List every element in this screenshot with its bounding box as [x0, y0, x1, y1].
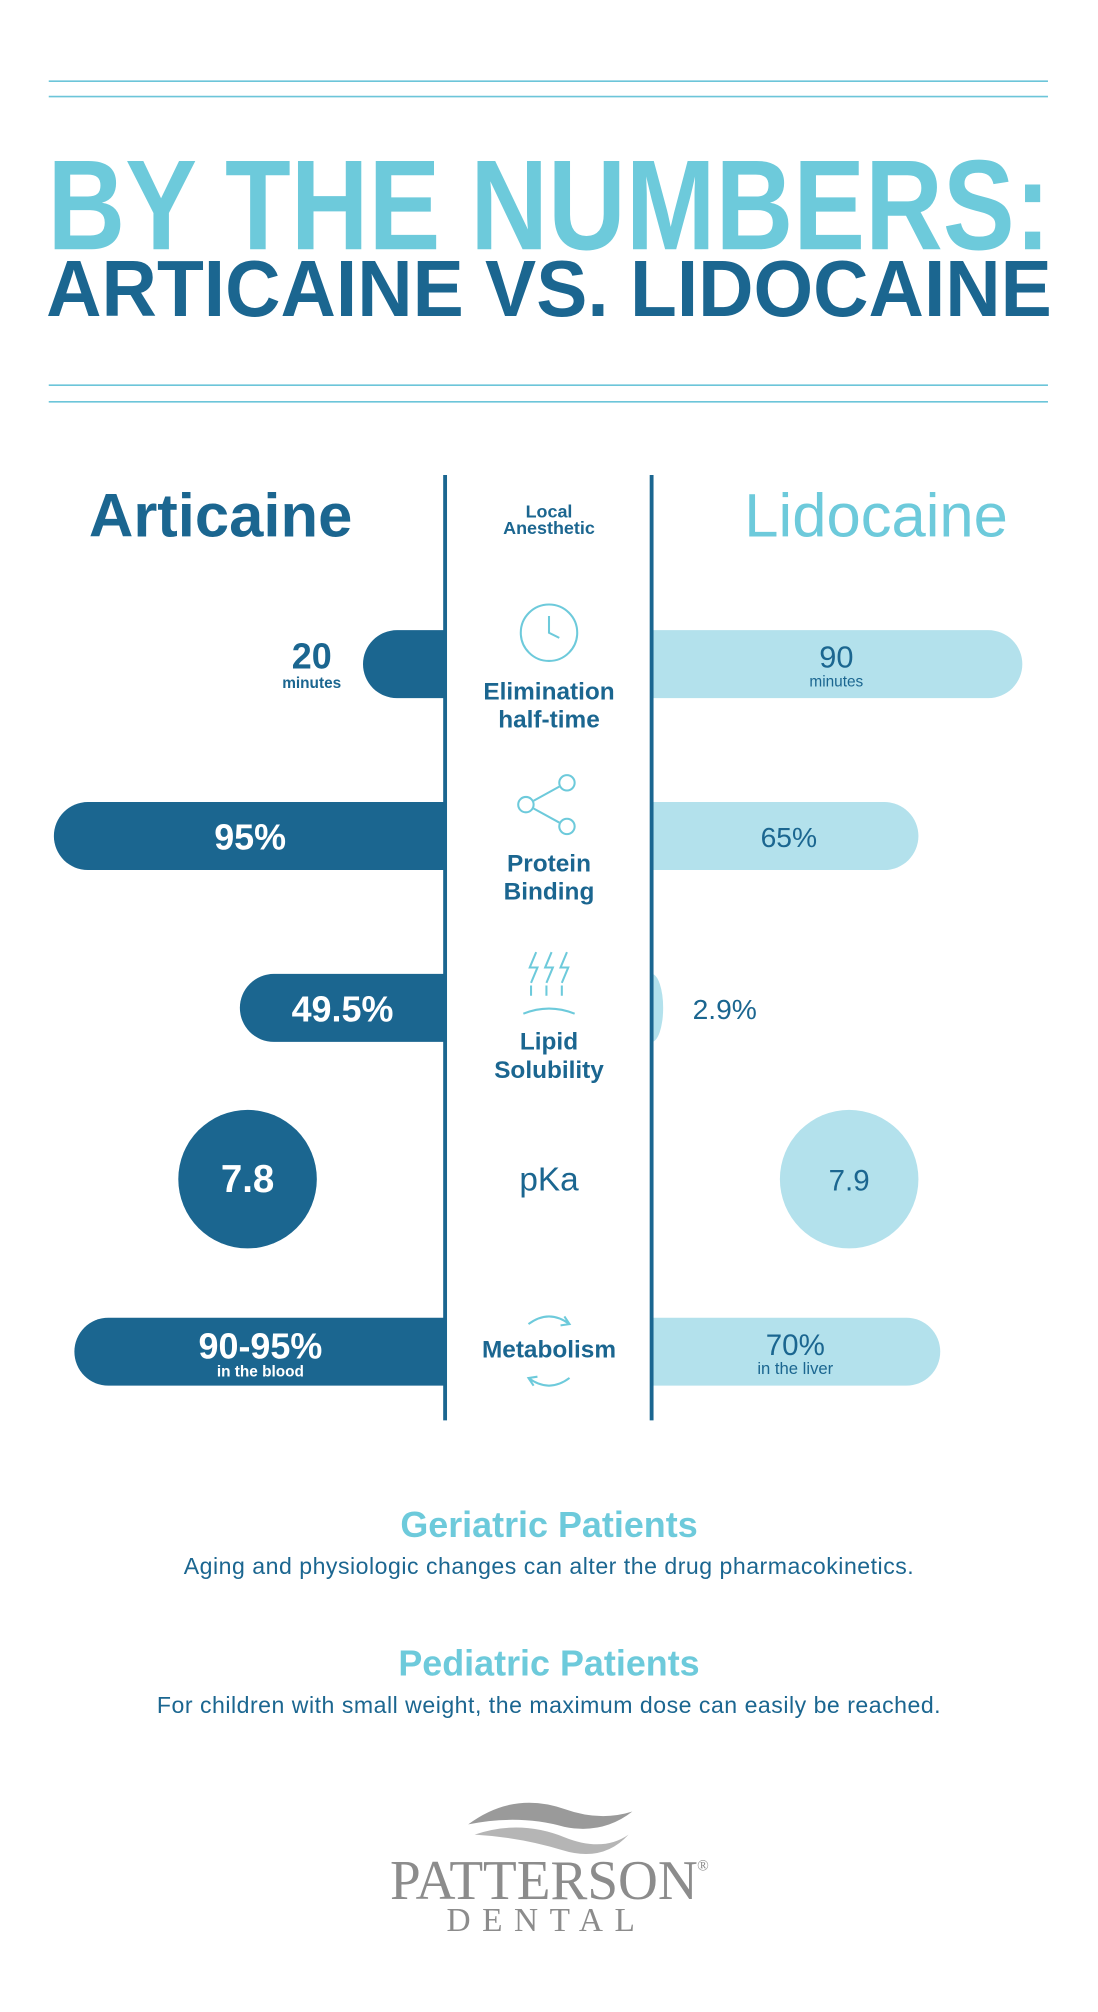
- lidocaine-bar: [651, 1317, 941, 1386]
- column-center: Local: [526, 501, 573, 521]
- row-label: Protein: [507, 850, 591, 877]
- row-label: pKa: [519, 1162, 579, 1199]
- lidocaine-bar: [651, 630, 1023, 699]
- logo-swoosh: [474, 1827, 629, 1855]
- column-center: Anesthetic: [503, 518, 595, 538]
- note-text: For children with small weight, the maxi…: [157, 1692, 941, 1718]
- row-label: Elimination: [483, 678, 614, 705]
- lidocaine-value: 65%: [761, 821, 817, 853]
- row-label: Binding: [504, 879, 595, 906]
- logo-sub: DENTAL: [446, 1902, 646, 1939]
- title: BY THE NUMBERS:: [47, 134, 1050, 277]
- row-label: Metabolism: [482, 1336, 616, 1363]
- articaine-note: minutes: [282, 675, 341, 692]
- note-title: Geriatric Patients: [400, 1504, 697, 1545]
- lidocaine-value: 7.9: [829, 1165, 870, 1198]
- note-text: Aging and physiologic changes can alter …: [184, 1553, 914, 1579]
- clock-icon: [519, 603, 579, 662]
- lidocaine-value: 90: [819, 639, 853, 674]
- lidocaine-note: in the liver: [757, 1359, 833, 1378]
- column-right: Lidocaine: [744, 482, 1008, 551]
- lidocaine-value: 70%: [766, 1329, 825, 1362]
- lidocaine-note: minutes: [809, 674, 863, 691]
- lidocaine-bar: [651, 973, 664, 1042]
- cycle-icon: [526, 1315, 572, 1387]
- articaine-value: 90-95%: [199, 1326, 323, 1367]
- logo-mark: ®: [697, 1858, 709, 1875]
- lidocaine-circle: [779, 1109, 919, 1249]
- share-icon: [517, 774, 576, 836]
- articaine-value: 95%: [214, 817, 286, 858]
- lidocaine-value: 2.9%: [693, 993, 757, 1025]
- lidocaine-bar: [651, 802, 919, 871]
- articaine-value: 20: [292, 636, 332, 677]
- column-left: Articaine: [89, 482, 352, 551]
- row-label: Lipid: [520, 1029, 578, 1056]
- logo-swoosh: [468, 1802, 633, 1829]
- logo: PATTERSON ® DENTAL: [390, 1802, 709, 1939]
- articaine-value: 49.5%: [292, 988, 394, 1029]
- articaine-note: in the blood: [217, 1364, 304, 1381]
- row-label: Solubility: [494, 1057, 604, 1084]
- articaine-bar: [363, 630, 446, 699]
- articaine-bar: [239, 973, 446, 1042]
- solubility-icon: [522, 951, 576, 1015]
- subtitle: ARTICAINE VS. LIDOCAINE: [46, 244, 1052, 333]
- bars: [53, 630, 1023, 1386]
- articaine-bar: [74, 1317, 446, 1386]
- articaine-circle: [178, 1109, 317, 1249]
- note-title: Pediatric Patients: [398, 1643, 699, 1684]
- row-label: half-time: [498, 707, 600, 734]
- articaine-bar: [53, 802, 446, 871]
- logo-name: PATTERSON: [390, 1850, 698, 1912]
- articaine-value: 7.8: [221, 1158, 274, 1201]
